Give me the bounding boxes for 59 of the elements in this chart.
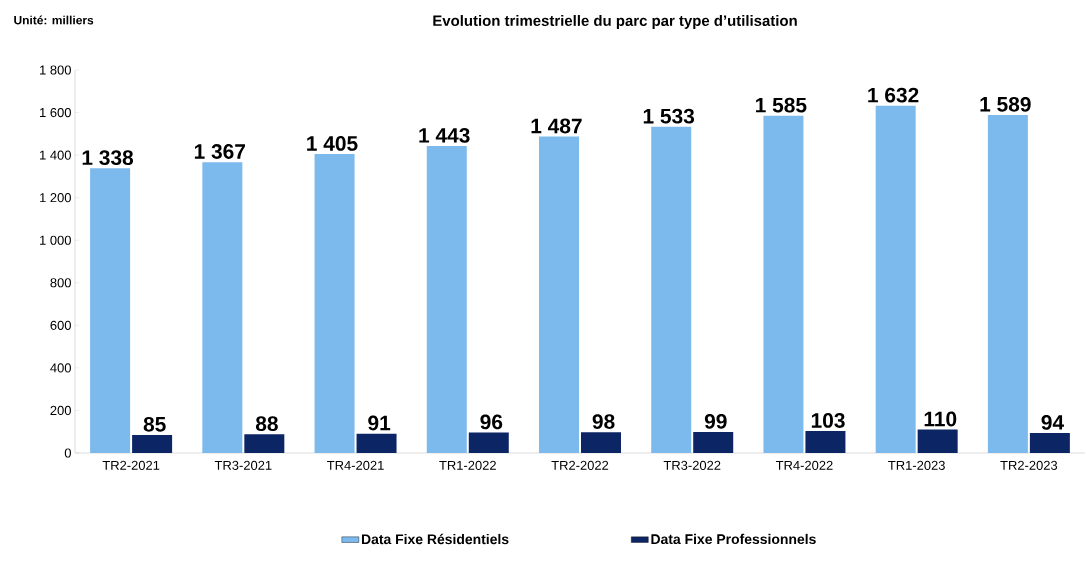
y-tick-label: 200 bbox=[50, 405, 71, 416]
data-label: 1 589 bbox=[980, 96, 1031, 112]
y-tick-label: 1 800 bbox=[40, 65, 71, 75]
x-tick-label: TR2-2023 bbox=[1000, 460, 1058, 470]
data-label: 110 bbox=[924, 411, 957, 427]
y-tick-label: 1 000 bbox=[40, 235, 71, 245]
y-tick-label: 600 bbox=[50, 320, 71, 330]
bar bbox=[693, 431, 734, 453]
bar bbox=[917, 429, 958, 453]
bar bbox=[468, 432, 509, 453]
bar bbox=[90, 168, 131, 453]
data-label: 1 367 bbox=[194, 144, 245, 159]
x-tick-label: TR1-2023 bbox=[888, 460, 945, 470]
data-label: 98 bbox=[592, 414, 615, 429]
x-tick-label: TR1-2022 bbox=[439, 460, 496, 470]
data-label: 85 bbox=[143, 416, 166, 432]
data-label: 99 bbox=[704, 413, 727, 429]
bar bbox=[763, 115, 804, 453]
x-tick-label: TR2-2021 bbox=[102, 460, 160, 470]
data-label: 1 585 bbox=[756, 97, 807, 113]
bar bbox=[539, 136, 579, 453]
chart-title: Evolution trimestrielle du parc par type d’utilisation bbox=[433, 15, 797, 29]
data-label: 91 bbox=[368, 415, 391, 431]
data-label: 1 443 bbox=[419, 127, 470, 143]
y-tick-label: 1 600 bbox=[40, 107, 71, 118]
bar bbox=[132, 434, 173, 453]
bar bbox=[314, 154, 355, 453]
bar bbox=[875, 105, 916, 453]
data-label: 1 533 bbox=[643, 108, 695, 124]
y-tick-label: 1 200 bbox=[40, 193, 71, 203]
y-tick-label: 800 bbox=[50, 278, 71, 288]
data-label: 1 338 bbox=[82, 150, 134, 166]
y-tick-label: 0 bbox=[64, 448, 71, 458]
data-label: 1 632 bbox=[868, 87, 919, 103]
x-tick-label: TR4-2021 bbox=[327, 460, 384, 470]
data-label: 1 405 bbox=[307, 136, 358, 151]
bar bbox=[202, 162, 243, 453]
x-tick-label: TR3-2022 bbox=[663, 460, 721, 470]
bar bbox=[426, 145, 467, 453]
bar bbox=[987, 114, 1028, 453]
bar bbox=[580, 432, 621, 453]
bar bbox=[244, 434, 285, 453]
bar bbox=[805, 431, 846, 453]
bar bbox=[651, 126, 692, 453]
data-label: 96 bbox=[480, 414, 503, 430]
data-label: 103 bbox=[811, 413, 845, 428]
data-label: 88 bbox=[255, 416, 278, 432]
y-tick-label: 1 400 bbox=[40, 150, 71, 160]
data-label: 1 487 bbox=[531, 118, 582, 134]
text: Unité: milliers bbox=[14, 15, 94, 25]
x-tick-label: TR3-2021 bbox=[214, 460, 272, 470]
legend-label: Data Fixe Professionnels bbox=[651, 533, 816, 545]
bar bbox=[356, 433, 397, 453]
y-tick-label: 400 bbox=[50, 363, 71, 373]
bar bbox=[1029, 433, 1070, 453]
x-tick-label: TR2-2022 bbox=[551, 460, 609, 470]
legend-label: Data Fixe Résidentiels bbox=[361, 533, 509, 545]
data-label: 94 bbox=[1041, 414, 1064, 430]
x-tick-label: TR4-2022 bbox=[775, 460, 833, 470]
